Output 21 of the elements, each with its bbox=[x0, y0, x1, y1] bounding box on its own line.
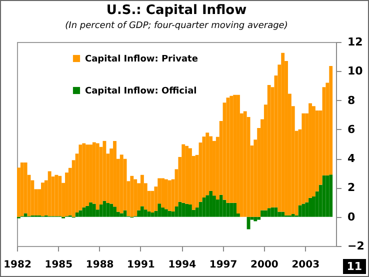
y-tick-label: 2 bbox=[348, 181, 356, 194]
legend-label: Capital Inflow: Private bbox=[85, 54, 198, 64]
x-tick-label: 1994 bbox=[168, 260, 196, 270]
chart-subtitle: (In percent of GDP; four-quarter moving average) bbox=[65, 21, 288, 31]
x-tick-label: 2003 bbox=[292, 260, 320, 270]
chart-title: U.S.: Capital Inflow bbox=[106, 3, 247, 18]
y-tick-label: 10 bbox=[348, 64, 364, 78]
y-tick-label: 0 bbox=[348, 210, 356, 224]
legend-label: Capital Inflow: Official bbox=[85, 86, 197, 96]
y-tick-label: 6 bbox=[348, 122, 356, 136]
x-tick-label: 2000 bbox=[250, 260, 278, 270]
y-tick-label: 8 bbox=[348, 94, 356, 107]
x-tick-label: 1985 bbox=[44, 260, 73, 270]
y-tick-label: 4 bbox=[348, 152, 356, 166]
x-tick-label: 1982 bbox=[4, 260, 32, 270]
y-tick-label: 12 bbox=[348, 36, 363, 48]
x-tick-label: 1988 bbox=[86, 260, 114, 270]
x-tick-label: 1997 bbox=[209, 260, 238, 270]
text: 11 bbox=[342, 259, 366, 274]
x-tick-label: 1991 bbox=[127, 260, 155, 270]
y-tick-label: −2 bbox=[348, 240, 364, 252]
